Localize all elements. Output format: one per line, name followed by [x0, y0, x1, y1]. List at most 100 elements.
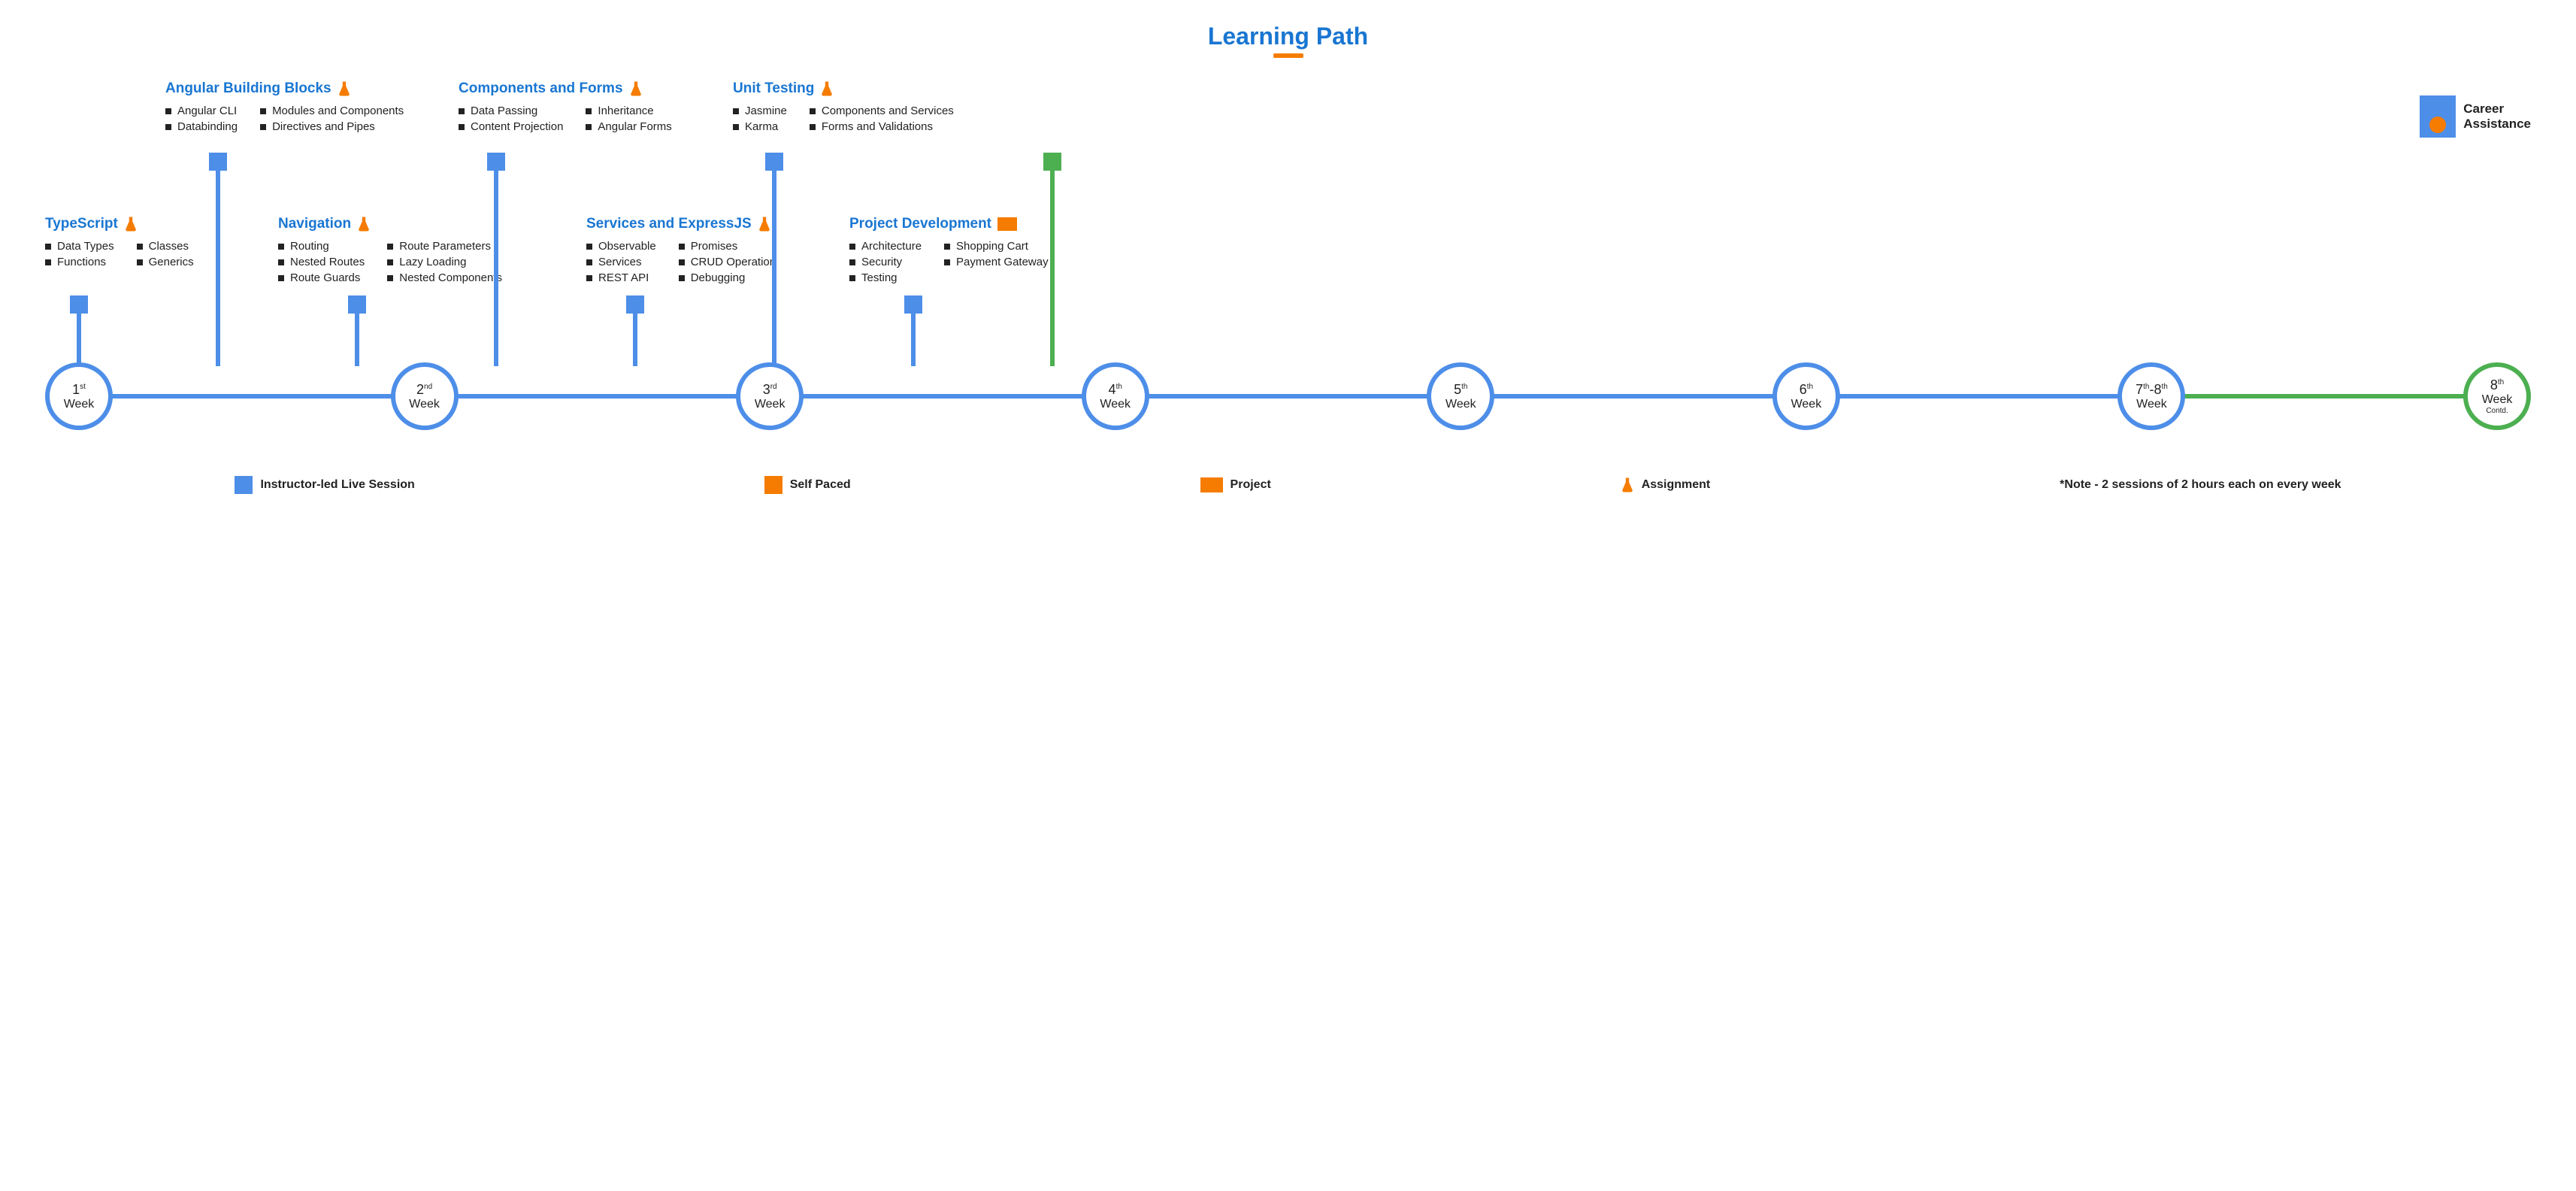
wk: Week [755, 398, 786, 411]
hconn [2183, 394, 2466, 399]
ord: 7 [2136, 382, 2143, 397]
project-icon [997, 217, 1017, 231]
wk: Week [1100, 398, 1131, 411]
topic-item: Angular Forms [598, 120, 671, 133]
suf: rd [770, 383, 777, 391]
topic-item: Angular CLI [177, 105, 237, 117]
ord: 8 [2490, 377, 2498, 392]
ord: 6 [1800, 382, 1807, 397]
topic-item: Route Guards [290, 271, 360, 284]
topic-item: Classes [149, 240, 189, 253]
flask-icon [820, 80, 834, 97]
hconn [801, 394, 1084, 399]
topic-item: Nested Components [399, 271, 502, 284]
marker-7 [904, 295, 922, 314]
topic-item: Services [598, 256, 642, 268]
marker-6 [765, 153, 783, 171]
wk: Week [409, 398, 440, 411]
topic-services-express: Services and ExpressJS Observable Servic… [586, 216, 776, 286]
legend: Instructor-led Live Session Self Paced P… [30, 476, 2546, 494]
week-node-2: 2nd Week [391, 362, 459, 430]
marker-8 [1043, 153, 1061, 171]
title-underline [1273, 53, 1303, 58]
topic-item: Debugging [691, 271, 746, 284]
topic-item: Promises [691, 240, 738, 253]
legend-label: Self Paced [790, 478, 851, 492]
ord: 2 [416, 382, 424, 397]
suf: th [1461, 383, 1467, 391]
flask-icon [338, 80, 351, 97]
suf: th [1116, 383, 1122, 391]
topic-item: Forms and Validations [822, 120, 933, 133]
flask-icon [758, 216, 771, 232]
flask-icon [124, 216, 138, 232]
topic-item: Components and Services [822, 105, 954, 117]
stem-6 [772, 171, 776, 366]
topic-item: Security [861, 256, 902, 268]
topic-item: Data Passing [471, 105, 537, 117]
flask-icon [1621, 477, 1634, 493]
topic-item: Architecture [861, 240, 922, 253]
topic-item: Karma [745, 120, 778, 133]
suf2: th [2161, 383, 2167, 391]
topic-title: Project Development [849, 216, 991, 232]
topic-item: Functions [57, 256, 106, 268]
topic-title: TypeScript [45, 216, 118, 232]
hconn [1147, 394, 1430, 399]
topic-item: Nested Routes [290, 256, 365, 268]
wk: Week [1445, 398, 1476, 411]
career-line2: Assistance [2463, 117, 2531, 132]
learning-path-diagram: Angular Building Blocks Angular CLI Data… [30, 73, 2546, 494]
topic-project-dev: Project Development Architecture Securit… [849, 216, 1049, 286]
topic-title: Navigation [278, 216, 351, 232]
stem-4 [494, 171, 498, 366]
legend-label: Assignment [1642, 478, 1711, 492]
topic-item: Shopping Cart [956, 240, 1028, 253]
topic-item: CRUD Operation [691, 256, 776, 268]
topic-title: Components and Forms [459, 80, 623, 97]
topic-typescript: TypeScript Data Types Functions Classes … [45, 216, 194, 270]
week-node-8: 8th Week Contd. [2463, 362, 2531, 430]
week-node-5: 5th Week [1427, 362, 1494, 430]
week-node-3: 3rd Week [736, 362, 804, 430]
marker-3 [348, 295, 366, 314]
legend-label: Project [1230, 478, 1271, 492]
topic-item: Jasmine [745, 105, 787, 117]
legend-item: Project [1200, 477, 1271, 492]
marker-1 [70, 295, 88, 314]
marker-2 [209, 153, 227, 171]
topic-item: Content Projection [471, 120, 563, 133]
note-text: *Note - 2 sessions of 2 hours each on ev… [2060, 478, 2341, 492]
topic-item: REST API [598, 271, 649, 284]
legend-item: Instructor-led Live Session [235, 476, 414, 494]
topic-title: Services and ExpressJS [586, 216, 752, 232]
ord: 4 [1109, 382, 1116, 397]
suf: nd [424, 383, 432, 391]
topic-item: Lazy Loading [399, 256, 466, 268]
legend-item: Assignment [1621, 477, 1711, 493]
topic-item: Payment Gateway [956, 256, 1049, 268]
badge-icon [2420, 95, 2456, 138]
wk: Week [2136, 398, 2167, 411]
legend-item: Self Paced [764, 476, 851, 494]
topic-title: Unit Testing [733, 80, 814, 97]
topic-components-forms: Components and Forms Data Passing Conten… [459, 80, 672, 135]
blue-square-icon [235, 476, 253, 494]
wk: Week [2482, 393, 2513, 407]
hconn [1838, 394, 2120, 399]
contd: Contd. [2486, 407, 2508, 415]
topic-navigation: Navigation Routing Nested Routes Route G… [278, 216, 502, 286]
stem-7 [911, 314, 916, 366]
timeline: 1st Week 2nd Week 3rd Week 4th Week 5th … [30, 359, 2546, 434]
suf: th [2143, 383, 2149, 391]
ord: 5 [1454, 382, 1461, 397]
week-node-7: 7th-8th Week [2117, 362, 2185, 430]
suf: st [80, 383, 86, 391]
marker-4 [487, 153, 505, 171]
topic-item: Directives and Pipes [272, 120, 375, 133]
topic-item: Observable [598, 240, 656, 253]
topic-item: Modules and Components [272, 105, 404, 117]
ord: 1 [72, 382, 80, 397]
hconn [456, 394, 739, 399]
ord2: 8 [2154, 382, 2161, 397]
